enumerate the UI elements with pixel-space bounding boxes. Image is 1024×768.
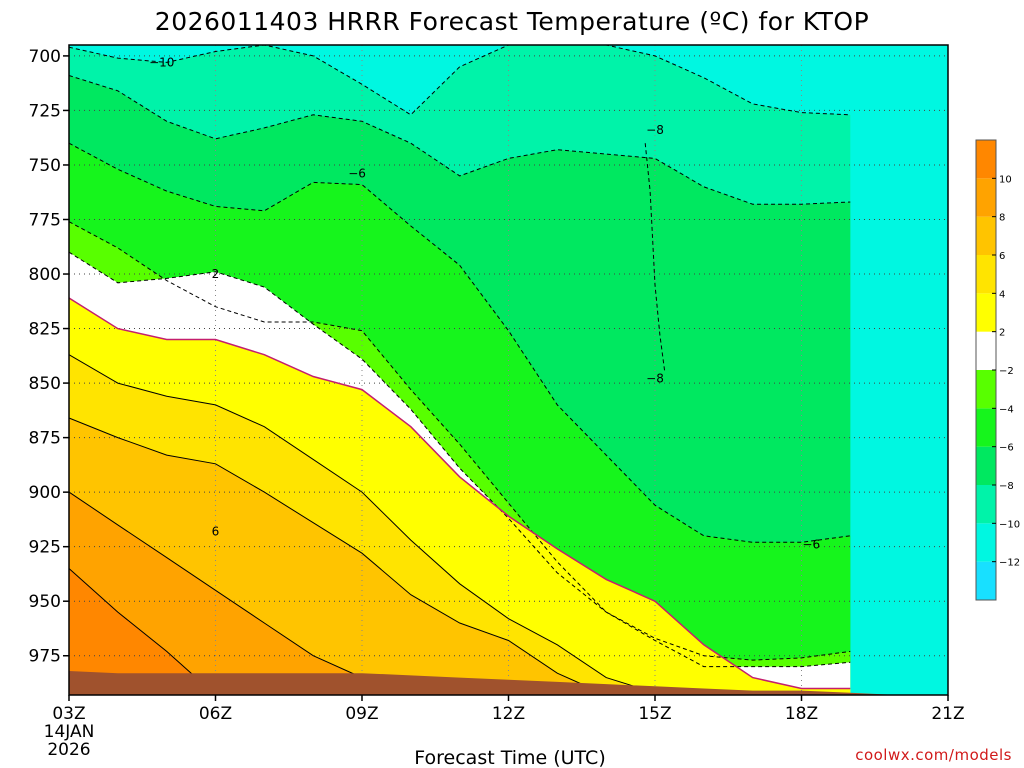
x-start-date-0: 14JAN [44, 722, 95, 742]
y-tick-label-700: 700 [29, 47, 61, 67]
colorbar-segment-5 [976, 370, 996, 409]
colorbar-segment-7 [976, 293, 996, 332]
axes: 700 725 750 775 800 825 850 875 900 925 950 975 03Z 0… [29, 44, 965, 760]
x-tick-label-18Z: 18Z [785, 704, 818, 724]
y-tick-label-900: 900 [29, 483, 61, 503]
ground-polygon [69, 671, 948, 695]
x-axis-label: Forecast Time (UTC) [414, 747, 605, 768]
contour-line--10 [68, 44, 851, 116]
contour-label-4: −6 [802, 537, 820, 551]
chart-title: 2026011403 HRRR Forecast Temperature (ºC… [155, 7, 869, 36]
y-tick-label-800: 800 [29, 265, 61, 285]
contour-labels: −10 −8 −8 −6 −6 2 6 [149, 55, 820, 551]
contour-label-0: −10 [149, 55, 174, 69]
colorbar-label--12: −12 [999, 558, 1020, 569]
x-tick-label-12Z: 12Z [492, 704, 525, 724]
contour-line--2 [68, 251, 851, 668]
contour-line--8 [68, 75, 851, 205]
x-tick-label-09Z: 09Z [345, 704, 378, 724]
colorbar: −12 −10 −8 −6 −4 −2 2 4 6 8 10 [975, 139, 1020, 601]
colorbar-segment-0 [976, 561, 996, 600]
colorbar-label--2: −2 [999, 366, 1014, 377]
colorbar-label-4: 4 [999, 289, 1005, 300]
colorbar-segment-11 [976, 140, 996, 179]
y-tick-label-925: 925 [29, 538, 61, 558]
colorbar-label--4: −4 [999, 404, 1014, 415]
y-tick-label-825: 825 [29, 320, 61, 340]
contour-line--8-enclosed [644, 143, 666, 373]
contour-line-4 [68, 354, 656, 694]
colorbar-label-6: 6 [999, 251, 1005, 262]
contour-label-1: −8 [646, 123, 664, 137]
colorbar-label--10: −10 [999, 519, 1020, 530]
y-tick-label-850: 850 [29, 374, 61, 394]
contour-line--6 [68, 142, 851, 543]
contour-label-5: 2 [212, 267, 220, 281]
colorbar-label--8: −8 [999, 481, 1014, 492]
colorbar-label-2: 2 [999, 328, 1005, 339]
colorbar-segment-1 [976, 523, 996, 562]
credit-text: coolwx.com/models [855, 746, 1012, 764]
colorbar-segment-4 [976, 408, 996, 447]
contour-line-2 [68, 297, 851, 690]
contour-label-3: −6 [348, 167, 366, 181]
colorbar-label-8: 8 [999, 213, 1005, 224]
contour-label-6: 6 [212, 524, 220, 538]
x-tick-label-03Z: 03Z [52, 704, 85, 724]
colorbar-segment-6 [976, 331, 996, 370]
colorbar-label--6: −6 [999, 443, 1014, 454]
x-tick-label-06Z: 06Z [199, 704, 232, 724]
colorbar-label-10: 10 [999, 174, 1012, 185]
contour-line--4 [68, 221, 851, 661]
y-tick-label-875: 875 [29, 429, 61, 449]
x-tick-label-15Z: 15Z [638, 704, 671, 724]
contour-line-6 [68, 417, 607, 696]
x-start-date-1: 2026 [47, 740, 90, 760]
y-tick-label-950: 950 [29, 592, 61, 612]
y-tick-label-750: 750 [29, 156, 61, 176]
colorbar-segment-10 [976, 178, 996, 217]
y-tick-label-775: 775 [29, 210, 61, 230]
colorbar-segment-9 [976, 216, 996, 255]
y-tick-label-725: 725 [29, 101, 61, 121]
colorbar-segment-2 [976, 485, 996, 524]
colorbar-segment-3 [976, 446, 996, 485]
colorbar-segment-8 [976, 255, 996, 294]
x-tick-label-21Z: 21Z [931, 704, 964, 724]
y-tick-label-975: 975 [29, 647, 61, 667]
ground-surface [69, 671, 948, 695]
contour-label-2: −8 [646, 372, 664, 386]
